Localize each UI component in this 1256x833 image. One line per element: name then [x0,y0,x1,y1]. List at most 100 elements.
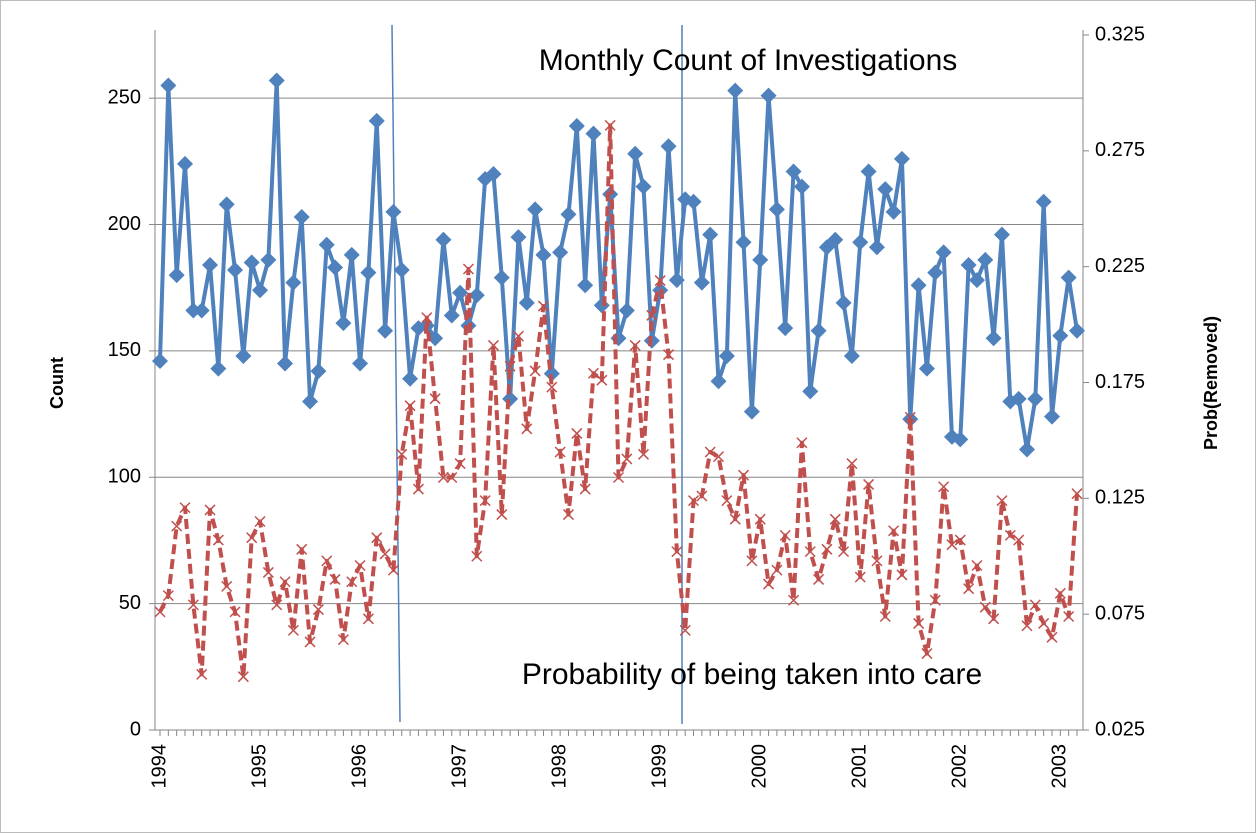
point-marker [321,555,333,567]
point-marker [1046,631,1058,643]
point-marker [1043,408,1060,425]
point-marker [871,555,883,567]
point-marker [421,312,433,324]
point-marker [154,606,166,618]
point-marker [260,251,277,268]
point-marker [718,347,735,364]
point-marker [177,155,194,172]
point-marker [693,274,710,291]
x-tick-label: 2000 [748,744,770,789]
point-marker [746,555,758,567]
y2-tick-label: 0.075 [1095,602,1145,624]
point-marker [660,138,677,155]
point-marker [518,294,535,311]
point-marker [343,246,360,263]
point-marker [860,163,877,180]
point-marker [368,112,385,129]
point-marker [1063,610,1075,623]
point-marker [354,559,366,572]
point-marker [754,513,766,525]
point-marker [235,347,252,364]
point-marker [304,636,316,648]
point-marker [760,87,777,104]
point-marker [221,580,233,592]
point-marker [621,453,633,465]
point-marker [527,201,544,218]
point-marker [685,193,702,210]
point-marker [279,576,291,588]
point-marker [1010,390,1027,407]
point-marker [710,373,727,390]
point-marker [360,264,377,281]
point-marker [985,330,1002,347]
point-marker [929,594,941,606]
point-marker [152,353,168,370]
point-marker [287,624,299,636]
point-marker [1021,620,1033,632]
point-marker [179,502,191,514]
y2-tick-label: 0.025 [1095,718,1145,740]
point-marker [654,275,666,287]
point-marker [810,322,827,339]
point-marker [671,546,683,558]
point-marker [262,566,274,578]
point-marker [635,178,652,195]
point-marker [246,532,258,544]
point-marker [852,234,869,251]
point-marker [838,546,850,558]
x-tick-label: 1994 [148,744,170,789]
point-marker [835,294,852,311]
y2-tick-label: 0.275 [1095,139,1145,161]
point-marker [512,330,524,342]
point-marker [493,269,510,286]
point-marker [843,347,860,364]
point-marker [535,246,552,263]
point-marker [437,471,449,484]
point-marker [193,302,210,319]
point-marker [893,150,910,167]
point-marker [335,315,352,332]
point-marker [629,339,641,351]
point-marker [579,483,591,495]
point-marker [687,495,700,507]
point-marker [768,201,785,218]
point-marker [612,471,625,484]
point-marker [979,601,991,613]
point-marker [168,267,185,284]
point-marker [160,77,177,94]
point-marker [218,196,235,213]
point-marker [960,256,977,273]
point-marker [1052,327,1069,344]
x-tick-label: 1997 [448,744,470,789]
y-tick-label: 100 [108,466,141,488]
point-marker [362,613,374,625]
point-marker [485,166,502,182]
point-marker [196,668,208,680]
y-axis-title: Count [47,357,67,409]
point-marker [443,307,460,324]
point-marker [310,363,327,380]
point-marker [393,262,410,279]
point-marker [560,206,577,223]
point-marker [562,509,575,521]
point-marker [237,671,249,683]
y-tick-label: 50 [119,592,141,614]
point-marker [704,446,716,458]
point-marker [229,606,241,618]
point-marker [371,532,383,544]
point-marker [788,594,800,606]
point-marker [954,534,966,546]
point-marker [510,229,527,246]
point-marker [202,256,219,273]
point-marker [577,277,594,294]
point-marker [1004,529,1016,541]
point-marker [1029,599,1041,611]
point-marker [1027,390,1044,407]
point-marker [252,282,269,299]
point-marker [771,564,783,576]
point-marker [402,370,419,387]
point-marker [352,355,369,372]
point-marker [412,483,424,495]
